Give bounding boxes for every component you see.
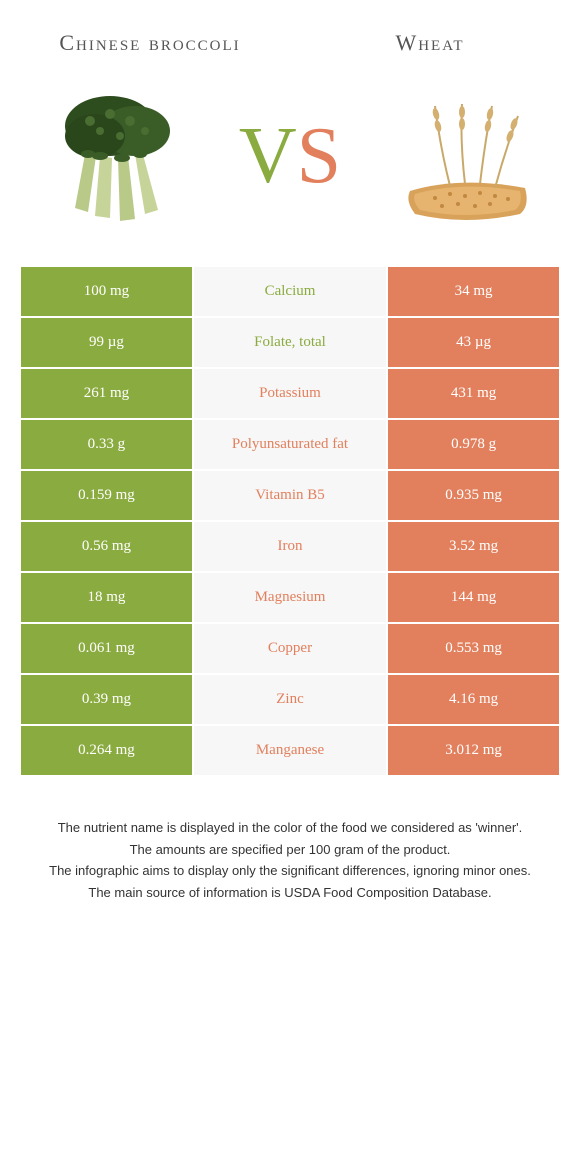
right-value: 3.012 mg — [387, 725, 560, 776]
vs-label: VS — [239, 111, 341, 202]
table-row: 0.39 mgZinc4.16 mg — [20, 674, 560, 725]
nutrient-name: Iron — [193, 521, 387, 572]
table-row: 18 mgMagnesium144 mg — [20, 572, 560, 623]
title-left: Chinese broccoli — [50, 30, 250, 56]
table-row: 100 mgCalcium34 mg — [20, 266, 560, 317]
table-row: 0.56 mgIron3.52 mg — [20, 521, 560, 572]
right-value: 3.52 mg — [387, 521, 560, 572]
left-value: 100 mg — [20, 266, 193, 317]
vs-v: V — [239, 112, 297, 200]
nutrient-name: Vitamin B5 — [193, 470, 387, 521]
left-value: 0.39 mg — [20, 674, 193, 725]
nutrient-name: Manganese — [193, 725, 387, 776]
nutrient-name: Copper — [193, 623, 387, 674]
nutrient-table-wrap: 100 mgCalcium34 mg99 µgFolate, total43 µ… — [0, 266, 580, 776]
right-value: 0.553 mg — [387, 623, 560, 674]
left-value: 0.159 mg — [20, 470, 193, 521]
right-value: 4.16 mg — [387, 674, 560, 725]
nutrient-name: Magnesium — [193, 572, 387, 623]
right-value: 34 mg — [387, 266, 560, 317]
nutrient-name: Calcium — [193, 266, 387, 317]
footer-line: The amounts are specified per 100 gram o… — [30, 840, 550, 860]
left-value: 0.56 mg — [20, 521, 193, 572]
table-row: 0.264 mgManganese3.012 mg — [20, 725, 560, 776]
right-value: 43 µg — [387, 317, 560, 368]
left-value: 0.33 g — [20, 419, 193, 470]
right-value: 144 mg — [387, 572, 560, 623]
nutrient-name: Polyunsaturated fat — [193, 419, 387, 470]
nutrient-name: Zinc — [193, 674, 387, 725]
hero-row: VS — [0, 66, 580, 266]
wheat-image — [380, 76, 540, 236]
nutrient-name: Folate, total — [193, 317, 387, 368]
table-row: 0.061 mgCopper0.553 mg — [20, 623, 560, 674]
table-row: 0.33 gPolyunsaturated fat0.978 g — [20, 419, 560, 470]
right-value: 431 mg — [387, 368, 560, 419]
right-value: 0.978 g — [387, 419, 560, 470]
nutrient-table: 100 mgCalcium34 mg99 µgFolate, total43 µ… — [20, 266, 560, 776]
footer-notes: The nutrient name is displayed in the co… — [0, 776, 580, 902]
titles-row: Chinese broccoli Wheat — [0, 0, 580, 66]
left-value: 99 µg — [20, 317, 193, 368]
footer-line: The nutrient name is displayed in the co… — [30, 818, 550, 838]
left-value: 0.061 mg — [20, 623, 193, 674]
left-value: 261 mg — [20, 368, 193, 419]
table-row: 99 µgFolate, total43 µg — [20, 317, 560, 368]
vs-s: S — [297, 112, 342, 200]
footer-line: The infographic aims to display only the… — [30, 861, 550, 881]
table-row: 0.159 mgVitamin B50.935 mg — [20, 470, 560, 521]
title-right: Wheat — [330, 30, 530, 56]
broccoli-image — [40, 76, 200, 236]
left-value: 0.264 mg — [20, 725, 193, 776]
left-value: 18 mg — [20, 572, 193, 623]
table-row: 261 mgPotassium431 mg — [20, 368, 560, 419]
footer-line: The main source of information is USDA F… — [30, 883, 550, 903]
right-value: 0.935 mg — [387, 470, 560, 521]
nutrient-name: Potassium — [193, 368, 387, 419]
